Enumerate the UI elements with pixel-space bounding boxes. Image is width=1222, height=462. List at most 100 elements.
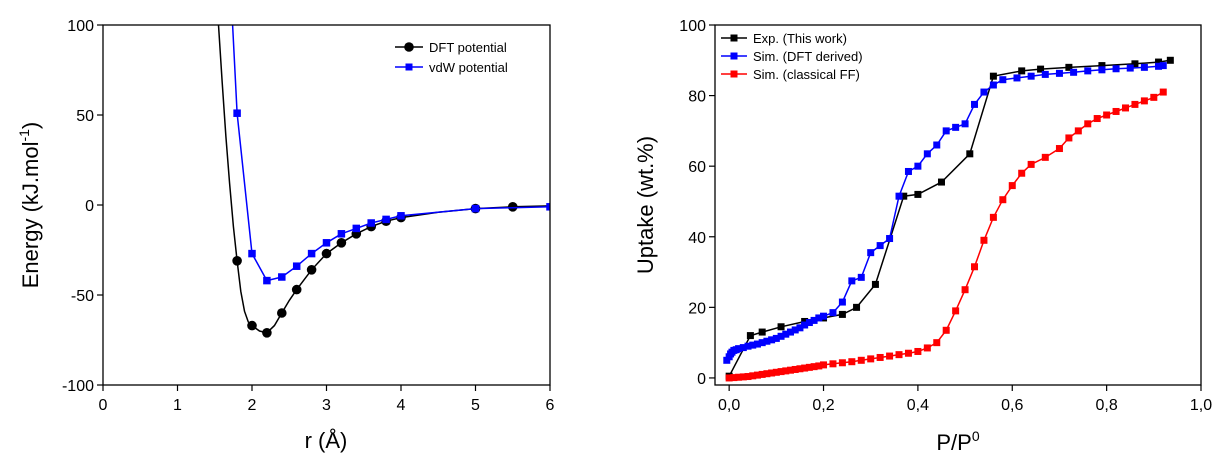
energy-ytick-label: 0	[85, 198, 94, 215]
sim-classical-ff-point	[1074, 127, 1082, 135]
sim-dft-derived-point	[758, 339, 766, 347]
sim-dft-derived-point	[876, 242, 884, 250]
sim-classical-ff-point	[933, 339, 941, 347]
uptake-ytick-label: 100	[679, 18, 706, 35]
exp-this-work-point	[989, 72, 997, 80]
sim-dft-derived-point	[1070, 68, 1078, 76]
vdw-potential-point	[382, 215, 390, 224]
sim-classical-ff-point	[768, 369, 776, 377]
energy-chart-ylabel: Energy (kJ.mol-1)	[16, 122, 43, 289]
sim-classical-ff-point	[1065, 134, 1073, 142]
sim-dft-derived-point	[810, 316, 818, 324]
uptake-chart-marks	[723, 56, 1174, 382]
sim-classical-ff-point	[725, 374, 733, 382]
vdw-potential-point	[278, 273, 286, 281]
sim-dft-derived-point	[791, 326, 799, 334]
sim-dft-derived-point	[914, 162, 922, 170]
exp-this-work-point	[1065, 63, 1073, 71]
sim-classical-ff-point	[758, 370, 766, 378]
legend-sim-classical-ff-marker	[730, 70, 738, 78]
sim-classical-ff-point	[999, 196, 1007, 204]
sim-classical-ff-point	[1122, 104, 1130, 112]
vdw-potential-point	[322, 239, 331, 247]
sim-classical-ff-point	[763, 370, 771, 378]
uptake-xtick-label: 0,4	[907, 397, 929, 414]
vdw-potential-point	[233, 109, 241, 117]
legend-sim-dft-derived-marker	[730, 52, 738, 60]
energy-chart-legend: DFT potential vdW potential	[395, 40, 508, 75]
sim-dft-derived-point	[829, 309, 837, 317]
exp-this-work-point	[966, 150, 974, 158]
sim-dft-derived-point	[971, 100, 979, 108]
exp-this-work-point	[914, 190, 922, 198]
dft-potential-point	[507, 202, 518, 212]
dft-potential-point	[247, 320, 257, 331]
uptake-chart-xlabel: P/P0	[936, 428, 979, 455]
sim-classical-ff-point	[786, 366, 794, 374]
legend-exp-this-work-label: Exp. (This work)	[753, 31, 847, 46]
sim-dft-derived-point	[772, 334, 780, 342]
legend-sim-dft-derived-label: Sim. (DFT derived)	[753, 49, 863, 64]
uptake-ytick-label: 0	[697, 371, 706, 388]
sim-dft-derived-point	[753, 340, 761, 348]
vdw-potential-point	[471, 204, 480, 213]
uptake-chart: 0,0 0,2 0,4 0,6 0,8 1,0 0 20 40 60 80 100 Exp. (Thi…	[633, 18, 1212, 455]
exp-this-work-point	[838, 310, 846, 318]
sim-classical-ff-point	[739, 373, 747, 381]
sim-dft-derived-point	[989, 81, 997, 89]
exp-this-work-point	[1131, 60, 1139, 68]
sim-classical-ff-point	[1041, 153, 1049, 161]
energy-chart-xlabel: r (Å)	[305, 428, 348, 453]
sim-dft-derived-point	[904, 167, 912, 175]
sim-dft-derived-line	[726, 64, 1164, 361]
sim-dft-derived-point	[805, 319, 813, 327]
sim-classical-ff-point	[744, 373, 752, 381]
exp-this-work-point	[1155, 58, 1163, 66]
sim-dft-derived-point	[1112, 65, 1120, 73]
vdw-potential-point	[546, 203, 550, 211]
vdw-potential-point	[352, 224, 361, 233]
sim-dft-derived-point	[763, 337, 771, 345]
sim-classical-ff-point	[735, 373, 743, 381]
sim-dft-derived-point	[1013, 74, 1021, 82]
sim-classical-ff-point	[1027, 160, 1035, 168]
sim-dft-derived-point	[980, 88, 988, 96]
sim-classical-ff-point	[1103, 111, 1111, 119]
energy-chart-ticks: 0 1 2 3 4 5 6 -100 -50 0 50 100	[62, 18, 555, 414]
uptake-xtick-label: 1,0	[1190, 397, 1212, 414]
sim-dft-derived-point	[1140, 63, 1148, 71]
dft-potential-point	[336, 238, 347, 248]
energy-ytick-label: -50	[71, 288, 94, 305]
sim-dft-derived-point	[933, 141, 941, 149]
uptake-xtick-label: 0,2	[812, 397, 834, 414]
sim-dft-derived-point	[735, 345, 743, 353]
sim-dft-derived-point	[952, 123, 960, 131]
legend-sim-classical-ff-label: Sim. (classical FF)	[753, 67, 860, 82]
sim-dft-derived-point	[961, 120, 969, 128]
energy-xtick-label: 3	[322, 397, 331, 414]
exp-this-work-point	[746, 332, 754, 340]
sim-dft-derived-point	[867, 249, 875, 257]
vdw-potential-point	[263, 276, 271, 285]
sim-classical-ff-point	[980, 236, 988, 244]
sim-classical-ff-point	[791, 365, 799, 373]
sim-classical-ff-point	[904, 349, 912, 357]
energy-xtick-label: 6	[546, 397, 555, 414]
sim-classical-ff-point	[1112, 107, 1120, 115]
sim-classical-ff-point	[867, 355, 875, 363]
sim-dft-derived-point	[820, 312, 828, 320]
uptake-ytick-label: 60	[688, 159, 706, 176]
sim-classical-ff-point	[1008, 182, 1016, 190]
sim-classical-ff-point	[923, 344, 931, 352]
vdw-potential-point	[248, 249, 256, 258]
exp-this-work-point	[871, 280, 879, 288]
sim-dft-derived-point	[886, 235, 894, 243]
uptake-xtick-label: 0,0	[718, 397, 740, 414]
uptake-chart-legend: Exp. (This work) Sim. (DFT derived) Sim. (…	[721, 31, 863, 82]
exp-this-work-point	[937, 178, 945, 186]
sim-dft-derived-point	[942, 127, 950, 135]
sim-dft-derived-point	[801, 321, 809, 329]
energy-ytick-label: 100	[67, 18, 94, 35]
sim-dft-derived-point	[782, 330, 790, 338]
energy-chart: 0 1 2 3 4 5 6 -100 -50 0 50 100 DFT potential vdW po…	[16, 18, 555, 453]
